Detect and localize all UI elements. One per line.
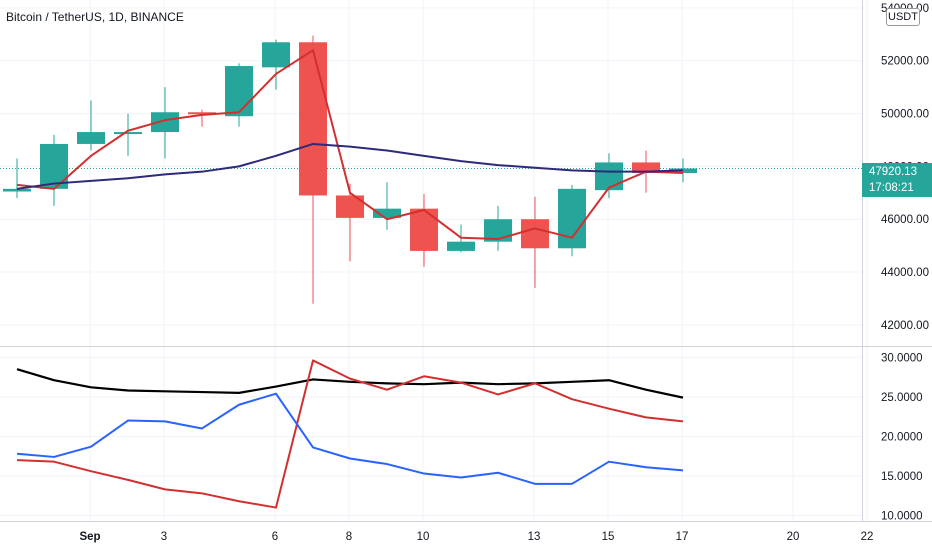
candle-body[interactable] bbox=[595, 162, 623, 191]
indicator-blue-line bbox=[16, 392, 684, 485]
indicator-pane[interactable] bbox=[16, 359, 684, 509]
time-tick-label: 3 bbox=[161, 531, 167, 543]
bar-countdown: 17:08:21 bbox=[869, 182, 914, 194]
time-tick-label: 20 bbox=[787, 531, 800, 543]
candle-body[interactable] bbox=[447, 241, 475, 251]
candle-body[interactable] bbox=[77, 132, 105, 144]
indicator-tick-label: 20.0000 bbox=[881, 431, 923, 443]
indicator-red-line bbox=[16, 359, 684, 509]
price-tick-label: 44000.00 bbox=[881, 267, 929, 279]
time-tick-label: 22 bbox=[861, 531, 874, 543]
indicator-tick-label: 10.0000 bbox=[881, 510, 923, 522]
indicator-black-line bbox=[16, 368, 684, 399]
candle-body[interactable] bbox=[188, 112, 216, 115]
time-tick-label: 15 bbox=[602, 531, 615, 543]
time-tick-label: 10 bbox=[417, 531, 430, 543]
candle-body[interactable] bbox=[151, 112, 179, 133]
last-price-tag: 47920.13 17:08:21 bbox=[862, 163, 932, 197]
candle-body[interactable] bbox=[521, 219, 549, 249]
price-tick-label: 42000.00 bbox=[881, 320, 929, 332]
time-tick-label: Sep bbox=[79, 531, 100, 543]
candle-body[interactable] bbox=[336, 195, 364, 218]
indicator-tick-label: 30.0000 bbox=[881, 352, 923, 364]
symbol-title: Bitcoin / TetherUS, 1D, BINANCE bbox=[6, 10, 184, 24]
moving-average-red-line bbox=[16, 49, 684, 241]
candle-body[interactable] bbox=[3, 188, 31, 192]
candle-body[interactable] bbox=[262, 42, 290, 68]
price-tick-label: 50000.00 bbox=[881, 109, 929, 121]
last-price-value: 47920.13 bbox=[869, 166, 917, 178]
candle-body[interactable] bbox=[225, 66, 253, 117]
price-chart[interactable] bbox=[0, 35, 862, 304]
candle-body[interactable] bbox=[558, 188, 586, 249]
price-tick-label: 52000.00 bbox=[881, 56, 929, 68]
time-tick-label: 8 bbox=[346, 531, 352, 543]
indicator-tick-label: 15.0000 bbox=[881, 471, 923, 483]
time-tick-label: 17 bbox=[676, 531, 689, 543]
candle-body[interactable] bbox=[114, 132, 142, 135]
candle-body[interactable] bbox=[299, 42, 327, 196]
indicator-tick-label: 25.0000 bbox=[881, 392, 923, 404]
candle-body[interactable] bbox=[373, 208, 401, 218]
grid-lines bbox=[0, 0, 868, 521]
candle-body[interactable] bbox=[410, 208, 438, 251]
time-tick-label: 6 bbox=[272, 531, 278, 543]
time-tick-label: 13 bbox=[528, 531, 541, 543]
price-tick-label: 46000.00 bbox=[881, 214, 929, 226]
candle-body[interactable] bbox=[632, 162, 660, 173]
moving-average-navy-line bbox=[16, 142, 684, 190]
currency-badge[interactable]: USDT bbox=[886, 8, 920, 26]
